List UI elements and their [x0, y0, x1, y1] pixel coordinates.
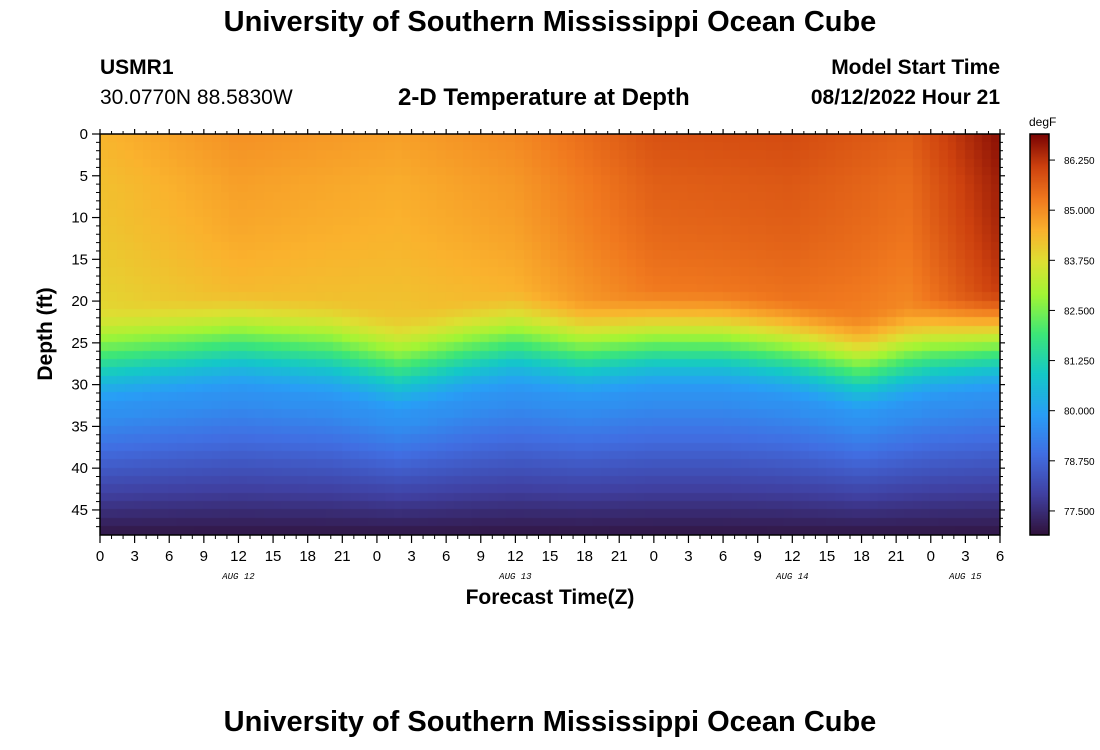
colorbar-tick-label: 85.000	[1064, 206, 1095, 217]
x-tick-label: 15	[819, 548, 836, 565]
station-coordinates: 30.0770N 88.5830W	[100, 86, 293, 109]
x-tick-label: 6	[996, 548, 1004, 565]
colorbar-tick-label: 80.000	[1064, 407, 1095, 418]
x-tick-label: 9	[754, 548, 762, 565]
axes-frame	[99, 133, 1050, 536]
y-tick-label: 45	[71, 502, 88, 519]
x-tick-label: 12	[784, 548, 801, 565]
x-tick-label: 6	[442, 548, 450, 565]
y-tick-label: 25	[71, 335, 88, 352]
colorbar-tick-label: 86.250	[1064, 156, 1095, 167]
temperature-heatmap	[100, 134, 1000, 535]
x-axis-ticks: 0 3 6 9 12 15 18 21 0 3 6 9 12 15 18 21 0 3 6 9 12 15 18 21 0 3 6	[96, 129, 1004, 565]
x-tick-label: 0	[927, 548, 935, 565]
x-tick-label: 6	[719, 548, 727, 565]
y-tick-label: 0	[80, 126, 88, 143]
x-tick-label: 15	[542, 548, 559, 565]
x-tick-label: 18	[299, 548, 316, 565]
plot-frame	[99, 133, 1001, 536]
x-tick-label: 18	[853, 548, 870, 565]
x-tick-label: 3	[684, 548, 692, 565]
colorbar-tick-label: 83.750	[1064, 256, 1095, 267]
y-tick-label: 10	[71, 210, 88, 227]
chart-title: University of Southern Mississippi Ocean…	[223, 6, 877, 38]
model-start-value: 08/12/2022 Hour 21	[810, 86, 1000, 109]
x-axis-title: Forecast Time(Z)	[466, 586, 635, 609]
chart-subtitle: 2-D Temperature at Depth	[398, 84, 690, 111]
station-id: USMR1	[100, 56, 174, 79]
colorbar-tick-label: 82.500	[1064, 306, 1095, 317]
x-tick-label: 6	[165, 548, 173, 565]
model-start-label: Model Start Time	[831, 56, 1000, 79]
colorbar-ticks: 86.250 85.000 83.750 82.500 81.250 80.000 78.7…	[1049, 156, 1095, 518]
x-tick-label: 9	[477, 548, 485, 565]
colorbar-frame	[1029, 133, 1050, 536]
x-tick-label: 3	[130, 548, 138, 565]
x-tick-label: 21	[334, 548, 351, 565]
x-tick-label: 18	[576, 548, 593, 565]
x-date-label: AUG 12	[221, 572, 255, 582]
x-tick-label: 3	[961, 548, 969, 565]
colorbar-tick-label: 78.750	[1064, 457, 1095, 468]
x-tick-label: 12	[230, 548, 247, 565]
x-axis-date-labels: AUG 12 AUG 13 AUG 14 AUG 15	[221, 572, 982, 582]
colorbar-unit: degF	[1029, 115, 1056, 129]
x-tick-label: 0	[650, 548, 658, 565]
y-tick-label: 20	[71, 293, 88, 310]
y-tick-label: 35	[71, 418, 88, 435]
x-tick-label: 0	[96, 548, 104, 565]
y-tick-label: 40	[71, 460, 88, 477]
x-tick-label: 15	[265, 548, 282, 565]
x-tick-label: 21	[611, 548, 628, 565]
x-tick-label: 0	[373, 548, 381, 565]
colorbar-gradient	[1030, 134, 1049, 535]
x-date-label: AUG 13	[498, 572, 532, 582]
x-tick-label: 9	[200, 548, 208, 565]
x-tick-label: 21	[888, 548, 905, 565]
footer-title: University of Southern Mississippi Ocean…	[223, 706, 877, 738]
y-tick-label: 5	[80, 168, 88, 185]
y-axis-ticks: 0 5 10 15 20 25 30 35 40 45	[71, 126, 1005, 528]
y-tick-label: 15	[71, 251, 88, 268]
x-tick-label: 3	[407, 548, 415, 565]
colorbar-tick-label: 81.250	[1064, 357, 1095, 368]
colorbar-tick-label: 77.500	[1064, 507, 1095, 518]
x-date-label: AUG 15	[948, 572, 982, 582]
x-date-label: AUG 14	[775, 572, 808, 582]
y-axis-title: Depth (ft)	[34, 287, 57, 380]
x-tick-label: 12	[507, 548, 524, 565]
y-tick-label: 30	[71, 377, 88, 394]
